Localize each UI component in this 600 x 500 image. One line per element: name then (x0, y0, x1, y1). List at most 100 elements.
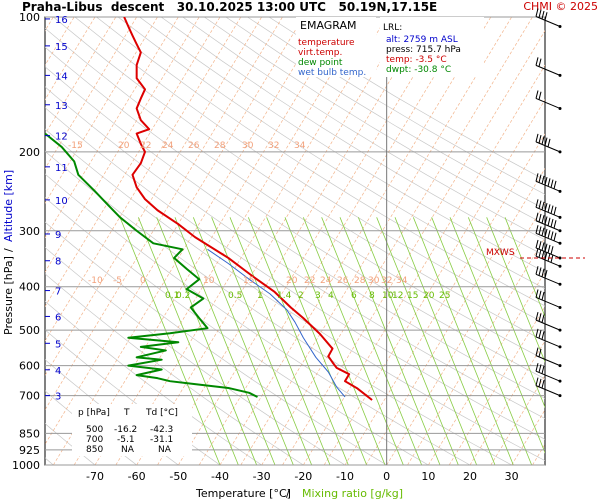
table-header-td: Td [°C] (145, 408, 178, 418)
wind-barb-feather (544, 216, 548, 225)
isotherm-label: -15 (68, 141, 83, 151)
mixing-ratio-line (412, 217, 514, 465)
wind-barb-feather (547, 230, 551, 239)
wind-barb-base (558, 215, 562, 219)
wind-barb-feather (550, 218, 554, 228)
isotherm-label: 30 (242, 141, 254, 151)
isotherm-line (219, 17, 492, 465)
isotherm-label: 32 (268, 141, 279, 151)
wind-barb-feather (535, 363, 539, 372)
mixing-ratio-line (137, 217, 239, 465)
isotherm-line (45, 17, 200, 273)
altitude-label: 14 (55, 71, 68, 82)
wind-barb-feather (535, 239, 539, 249)
legend-dew-point: dew point (298, 58, 343, 68)
y-tick-label: 700 (19, 390, 40, 403)
legend-wet-bulb: wet bulb temp. (298, 68, 366, 78)
lrl-title: LRL: (383, 23, 402, 33)
isotherm-line (45, 17, 221, 308)
wind-barb-feather (550, 205, 554, 214)
wind-barb-base (558, 379, 562, 383)
wind-barb-feather (538, 226, 542, 235)
lrl-alt: alt: 2759 m ASL (386, 35, 458, 45)
isotherm-label: 20 (286, 276, 298, 286)
isotherm-line (574, 17, 600, 465)
wind-barb-feather (538, 330, 542, 339)
coordinates: 50.19N,17.15E (338, 0, 438, 14)
mixing-ratio-label: 4 (328, 291, 334, 301)
isotherm-line (365, 167, 545, 465)
wind-barb-feather (547, 253, 551, 262)
mixing-ratio-label: 10 (382, 291, 394, 301)
mixing-ratio-label: 3 (315, 291, 321, 301)
wind-barb-feather (550, 179, 554, 188)
isotherm-label: 22 (304, 276, 315, 286)
wind-barb (535, 297, 561, 308)
isotherm-line (303, 64, 545, 465)
wind-barb-base (558, 229, 562, 233)
altitude-label: 9 (55, 230, 61, 241)
wind-barb-feather (538, 9, 542, 18)
dry-adiabat-line (45, 46, 545, 380)
wind-barb-feather (541, 250, 545, 259)
wind-barb-base (558, 24, 562, 28)
isotherm-lines (45, 17, 600, 465)
wind-barb-feather (538, 174, 542, 183)
mixing-ratio-line (394, 217, 496, 465)
wind-barb-feather (538, 364, 542, 373)
wind-barb-feather (547, 244, 551, 254)
isotherm-line (45, 17, 96, 101)
wind-barb-base (558, 345, 562, 349)
y-axis-title: Pressure [hPa] (2, 256, 15, 335)
x-axis-title-sep: / (286, 487, 290, 500)
wind-barb-base (558, 73, 562, 77)
dry-adiabat-line (96, 17, 545, 307)
isotherm-line (45, 17, 137, 170)
altitude-label: 5 (55, 339, 61, 350)
mixing-ratio-label: 0.5 (228, 291, 242, 301)
isotherm-line (136, 17, 408, 465)
wind-barb-feather (535, 289, 539, 298)
mixing-ratio-line (504, 217, 545, 318)
table-cell: -42.3 (150, 425, 173, 435)
station-name: Praha-Libus (22, 0, 103, 14)
altitude-label: 16 (55, 15, 68, 26)
wind-barb-feather (547, 178, 551, 187)
wind-barb-base (558, 241, 562, 245)
dry-adiabat-line (53, 17, 545, 342)
sounding-series (45, 17, 373, 401)
level-table: p [hPa] T Td [°C] 500 -16.2 -42.3 700 -5… (72, 404, 192, 456)
wind-barb-feather (544, 251, 548, 261)
isotherm-label: 22 (140, 141, 151, 151)
profile-mode: descent (110, 0, 165, 14)
altitude-label: 12 (55, 132, 68, 143)
mixing-ratio-label: 6 (351, 291, 357, 301)
isotherm-line (282, 30, 545, 465)
isotherm-label: 30 (368, 276, 380, 286)
wind-barb-feather (547, 204, 551, 213)
dry-adiabat-line (45, 66, 545, 399)
dry-adiabat-line (45, 27, 545, 361)
dry-adiabat-line (225, 17, 545, 210)
y-axis-title-2: Altitude [km] (2, 170, 15, 242)
y-tick-label: 600 (19, 360, 40, 373)
isotherm-line (45, 17, 179, 239)
isotherm-line (490, 374, 545, 465)
dry-adiabat-line (139, 17, 545, 273)
mixing-ratio-label: 15 (407, 291, 418, 301)
isotherm-line (45, 17, 283, 411)
wind-barb-feather (535, 57, 539, 66)
wind-barb-feather (541, 242, 545, 251)
chart-header-title: Praha-Libus descent 30.10.2025 13:00 UTC… (22, 0, 437, 14)
plot-area (44, 16, 546, 466)
table-cell: 500 (86, 425, 103, 435)
mixing-ratio-line (247, 217, 349, 465)
wind-barb-feather (544, 137, 548, 146)
table-cell: 850 (86, 445, 103, 455)
wind-barb-feather (550, 246, 554, 255)
dry-adiabat-line (45, 86, 545, 419)
wind-barb-feather (535, 377, 539, 386)
wind-barb (535, 64, 561, 76)
